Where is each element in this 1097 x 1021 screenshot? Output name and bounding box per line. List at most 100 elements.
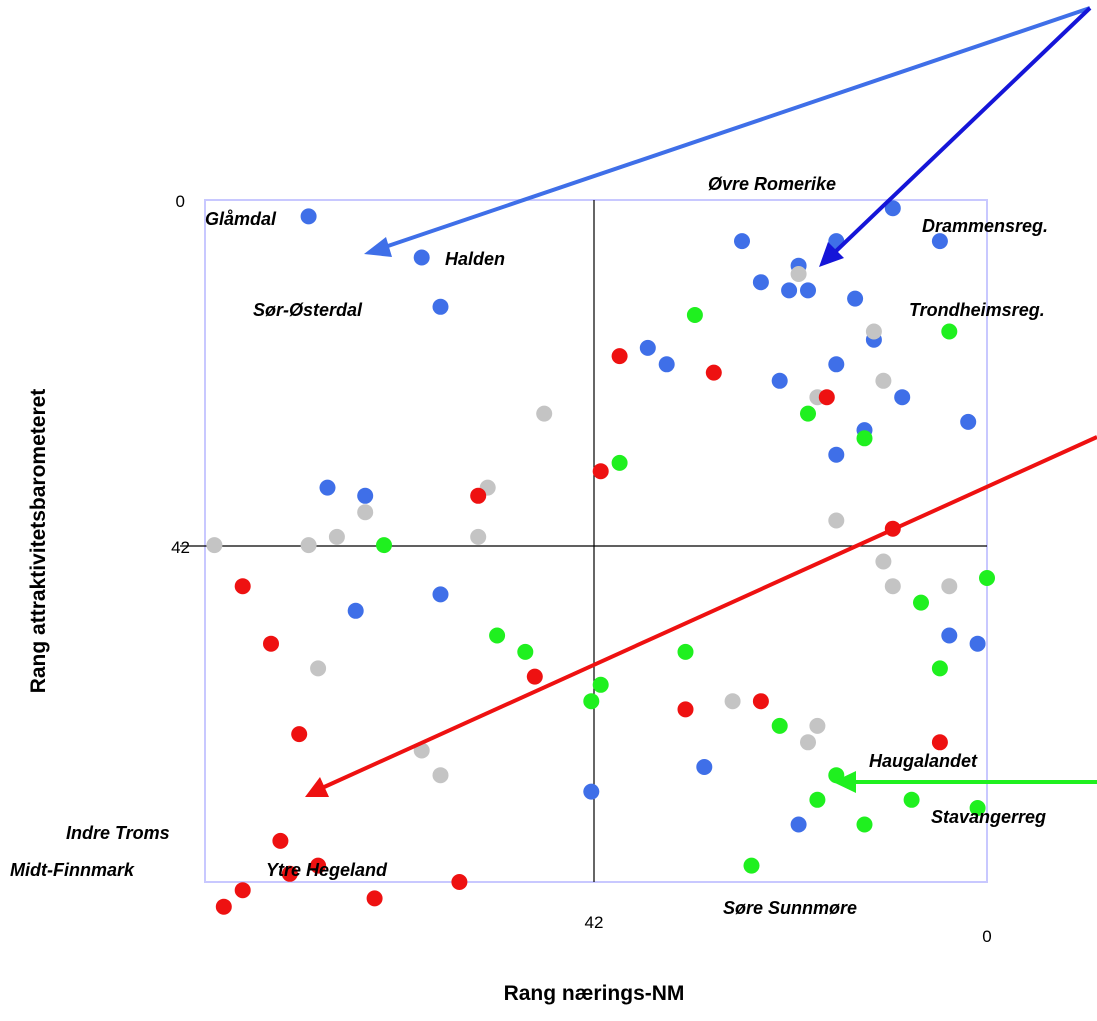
data-point-green bbox=[743, 857, 760, 874]
data-point-blue bbox=[319, 479, 336, 496]
data-point-green bbox=[809, 791, 826, 808]
data-point-green bbox=[800, 405, 816, 422]
data-point-grey bbox=[800, 734, 816, 751]
data-point-blue bbox=[357, 487, 374, 504]
data-point-red bbox=[677, 701, 694, 718]
data-point-red bbox=[291, 726, 308, 743]
label-glamdal: Glåmdal bbox=[205, 209, 277, 229]
data-point-green bbox=[931, 660, 948, 677]
data-point-red bbox=[818, 389, 835, 406]
label-midt-finnmark: Midt-Finnmark bbox=[10, 860, 135, 880]
data-point-green bbox=[941, 323, 958, 340]
label-stavangerreg: Stavangerreg bbox=[931, 807, 1046, 827]
data-point-blue bbox=[828, 446, 845, 463]
y-axis-title: Rang attraktivitetsbarometeret bbox=[27, 389, 50, 694]
data-point-red bbox=[310, 857, 327, 874]
data-point-grey bbox=[206, 537, 223, 554]
data-point-grey bbox=[310, 660, 327, 677]
data-point-blue bbox=[884, 200, 901, 217]
arrow-dark-blue-head bbox=[819, 242, 844, 267]
data-point-blue bbox=[432, 586, 449, 603]
data-point-green bbox=[969, 800, 986, 816]
data-point-blue bbox=[790, 816, 807, 833]
data-point-grey bbox=[300, 537, 317, 554]
data-point-red bbox=[272, 832, 289, 849]
data-point-red bbox=[215, 898, 232, 915]
data-point-green bbox=[517, 643, 534, 660]
label-ovre-romerike: Øvre Romerike bbox=[708, 174, 836, 194]
data-point-blue bbox=[800, 282, 816, 299]
data-point-red bbox=[931, 734, 948, 751]
data-point-blue bbox=[413, 249, 430, 266]
data-point-blue bbox=[969, 635, 986, 652]
arrow-dark-blue bbox=[832, 6, 1092, 255]
region-labels: Øvre Romerike Glåmdal Drammensreg. Halde… bbox=[10, 174, 1048, 918]
data-point-grey bbox=[470, 528, 487, 545]
data-point-blue bbox=[734, 233, 750, 250]
data-point-blue bbox=[300, 208, 317, 225]
data-point-green bbox=[771, 717, 788, 734]
data-point-blue bbox=[752, 274, 769, 291]
data-point-grey bbox=[941, 578, 958, 595]
data-point-blue bbox=[639, 339, 656, 356]
data-point-blue bbox=[960, 413, 977, 430]
data-point-red bbox=[281, 865, 298, 882]
data-point-red bbox=[451, 874, 468, 890]
data-point-grey bbox=[432, 767, 449, 784]
data-point-green bbox=[686, 307, 703, 323]
data-point-grey bbox=[809, 717, 826, 734]
label-halden: Halden bbox=[445, 249, 505, 269]
data-point-red bbox=[705, 364, 722, 381]
data-point-red bbox=[470, 487, 487, 504]
data-point-blue bbox=[941, 627, 958, 644]
data-point-blue bbox=[771, 372, 788, 389]
data-point-grey bbox=[328, 528, 345, 545]
data-point-grey bbox=[865, 323, 882, 340]
data-point-grey bbox=[357, 504, 374, 521]
data-point-blue bbox=[696, 759, 713, 775]
x-axis-title: Rang nærings-NM bbox=[504, 982, 685, 1005]
data-point-blue bbox=[583, 783, 600, 800]
data-point-red bbox=[366, 890, 383, 907]
y-tick-label: 0 bbox=[176, 192, 185, 211]
data-point-green bbox=[592, 676, 609, 693]
data-point-grey bbox=[790, 266, 807, 282]
data-point-grey bbox=[536, 405, 553, 422]
data-point-green bbox=[856, 430, 873, 447]
data-point-green bbox=[583, 693, 600, 710]
data-point-blue bbox=[931, 233, 948, 250]
label-haugalandet: Haugalandet bbox=[869, 751, 978, 771]
data-point-blue bbox=[432, 298, 449, 315]
data-point-blue bbox=[828, 356, 845, 373]
data-point-blue bbox=[847, 290, 864, 307]
data-point-green bbox=[856, 816, 873, 833]
data-point-blue bbox=[781, 282, 798, 299]
arrow-green-head bbox=[833, 771, 856, 793]
data-point-red bbox=[592, 463, 609, 480]
data-point-grey bbox=[884, 578, 901, 595]
data-point-blue bbox=[894, 389, 911, 406]
label-ytre-hegeland: Ytre Hegeland bbox=[266, 860, 388, 880]
data-point-green bbox=[376, 537, 392, 554]
arrow-red-head bbox=[305, 777, 329, 797]
data-point-grey bbox=[828, 512, 845, 529]
data-point-green bbox=[913, 594, 929, 611]
data-point-blue bbox=[658, 356, 675, 373]
x-tick-label: 42 bbox=[585, 913, 604, 932]
data-point-green bbox=[611, 454, 628, 471]
data-point-green bbox=[677, 643, 694, 660]
label-sore-sunnmore: Søre Sunnmøre bbox=[723, 898, 857, 918]
arrow-light-blue bbox=[381, 6, 1091, 250]
label-indre-troms: Indre Troms bbox=[66, 823, 170, 843]
y-tick-label: 42 bbox=[171, 538, 190, 557]
arrows bbox=[305, 6, 1097, 797]
data-point-green bbox=[903, 791, 920, 808]
data-point-blue bbox=[347, 602, 364, 619]
data-point-red bbox=[263, 635, 279, 652]
x-tick-label: 0 bbox=[982, 927, 991, 946]
plot-area-border bbox=[204, 199, 988, 883]
data-points bbox=[206, 200, 995, 915]
data-point-red bbox=[526, 668, 543, 685]
data-point-green bbox=[489, 627, 506, 644]
